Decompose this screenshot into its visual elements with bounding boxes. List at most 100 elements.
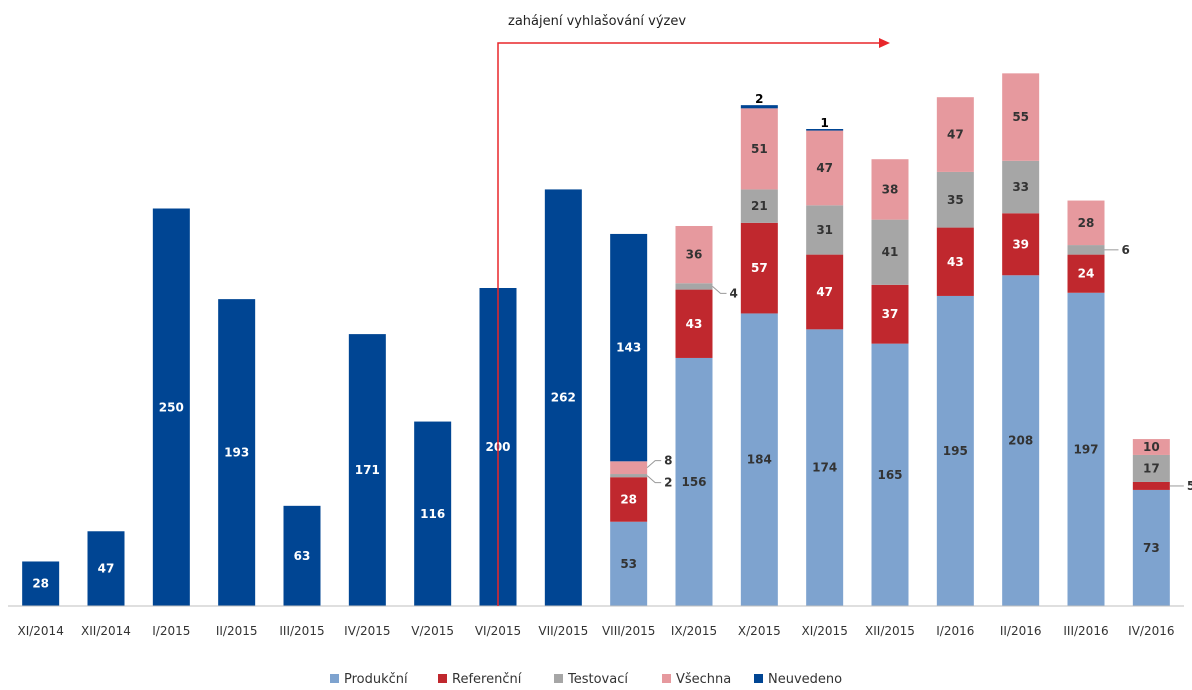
- bar-vsechna-iv-2016: [1132, 439, 1170, 455]
- bar-referencni-x-2015: [740, 222, 778, 314]
- bar-neuvedeno-x-2015: [740, 105, 778, 109]
- data-label-vsechna-ix-2015: 36: [686, 248, 703, 262]
- bars-layer: [22, 73, 1170, 607]
- data-label-produkcni-ii-2016: 208: [1008, 434, 1033, 448]
- data-label-testovaci-x-2015: 21: [751, 199, 768, 213]
- bar-referencni-xii-2015: [871, 284, 909, 344]
- annotation-arrow-line: [497, 42, 880, 606]
- data-label-produkcni-viii-2015: 53: [620, 557, 637, 571]
- bar-produkcni-ix-2015: [675, 357, 713, 606]
- data-label-vsechna-iv-2016: 10: [1143, 440, 1160, 454]
- bar-vsechna-iii-2016: [1067, 200, 1105, 246]
- data-label-vsechna-x-2015: 51: [751, 142, 768, 156]
- legend-label-testovaci: Testovací: [567, 672, 628, 687]
- x-tick-i-2016: I/2016: [936, 624, 974, 638]
- bar-vsechna-i-2016: [936, 97, 974, 172]
- legend-swatch-produkcni: [330, 674, 339, 683]
- x-tick-v-2015: V/2015: [411, 624, 454, 638]
- callout-line-testovaci-ix-2015: [712, 286, 727, 294]
- bar-neuvedeno-vii-2015: [544, 189, 582, 607]
- data-label-testovaci-ii-2016: 33: [1012, 180, 1029, 194]
- bar-produkcni-viii-2015: [610, 521, 648, 606]
- data-label-referencni-xi-2015: 47: [816, 285, 833, 299]
- data-label-neuvedeno-viii-2015: 143: [616, 341, 641, 355]
- bar-neuvedeno-iii-2015: [283, 505, 321, 606]
- legend-swatch-vsechna: [662, 674, 671, 683]
- legend-swatch-referencni: [438, 674, 447, 683]
- legend-label-referencni: Referenční: [452, 672, 522, 687]
- bar-testovaci-viii-2015: [610, 474, 648, 478]
- data-label-produkcni-xi-2015: 174: [812, 461, 837, 475]
- x-tick-x-2015: X/2015: [738, 624, 781, 638]
- bar-produkcni-xii-2015: [871, 343, 909, 606]
- bar-referencni-xi-2015: [806, 254, 844, 330]
- legend-label-neuvedeno: Neuvedeno: [768, 672, 842, 687]
- bar-testovaci-iii-2016: [1067, 245, 1105, 255]
- bar-vsechna-x-2015: [740, 108, 778, 190]
- bar-vsechna-viii-2015: [610, 461, 648, 475]
- bar-testovaci-iv-2016: [1132, 454, 1170, 482]
- data-label-referencni-ii-2016: 39: [1012, 237, 1029, 251]
- callout-line-testovaci-viii-2015: [646, 475, 662, 484]
- bar-neuvedeno-ii-2015: [218, 299, 256, 606]
- data-label-referencni-xii-2015: 37: [882, 307, 899, 321]
- x-tick-iii-2016: III/2016: [1063, 624, 1108, 638]
- annotation-text: zahájení vyhlašování výzev: [508, 14, 686, 29]
- annotation-arrow-head: [879, 38, 890, 48]
- data-label-produkcni-i-2016: 195: [943, 444, 968, 458]
- legend-label-produkcni: Produkční: [344, 672, 408, 687]
- bar-produkcni-x-2015: [740, 313, 778, 606]
- bar-neuvedeno-xi-2015: [806, 129, 844, 131]
- data-label-neuvedeno-xi-2014: 28: [32, 577, 49, 591]
- bar-vsechna-xii-2015: [871, 159, 909, 220]
- data-label-produkcni-x-2015: 184: [747, 453, 772, 467]
- bar-produkcni-iv-2016: [1132, 489, 1170, 606]
- bar-testovaci-xii-2015: [871, 219, 909, 285]
- bar-referencni-ix-2015: [675, 289, 713, 358]
- data-label-testovaci-i-2016: 35: [947, 193, 964, 207]
- bar-neuvedeno-v-2015: [414, 421, 452, 606]
- callout-line-vsechna-viii-2015: [646, 460, 662, 469]
- bar-produkcni-ii-2016: [1002, 275, 1040, 606]
- data-label-neuvedeno-xi-2015: 1: [820, 116, 828, 130]
- bar-vsechna-ii-2016: [1002, 73, 1040, 161]
- data-label-vsechna-ii-2016: 55: [1012, 110, 1029, 124]
- x-tick-xii-2014: XII/2014: [81, 624, 131, 638]
- bar-referencni-viii-2015: [610, 477, 648, 522]
- bar-neuvedeno-i-2015: [152, 208, 190, 606]
- x-tick-ii-2016: II/2016: [1000, 624, 1042, 638]
- bar-produkcni-i-2016: [936, 295, 974, 606]
- data-label-produkcni-iii-2016: 197: [1073, 442, 1098, 456]
- bar-testovaci-x-2015: [740, 189, 778, 223]
- x-tick-ii-2015: II/2015: [216, 624, 258, 638]
- data-label-referencni-ix-2015: 43: [686, 317, 703, 331]
- bar-testovaci-i-2016: [936, 171, 974, 228]
- annotation: zahájení vyhlašování výzev: [497, 14, 890, 606]
- x-tick-vii-2015: VII/2015: [538, 624, 588, 638]
- bar-referencni-i-2016: [936, 227, 974, 296]
- data-label-testovaci-xii-2015: 41: [882, 245, 899, 259]
- x-tick-iii-2015: III/2015: [279, 624, 324, 638]
- data-label-referencni-iii-2016: 24: [1078, 267, 1095, 281]
- data-label-neuvedeno-vii-2015: 262: [551, 391, 576, 405]
- data-label-testovaci-iii-2016: 6: [1122, 243, 1130, 257]
- bar-vsechna-xi-2015: [806, 130, 844, 206]
- x-tick-viii-2015: VIII/2015: [602, 624, 655, 638]
- bar-produkcni-iii-2016: [1067, 292, 1105, 606]
- bar-vsechna-ix-2015: [675, 225, 713, 284]
- bar-produkcni-xi-2015: [806, 329, 844, 606]
- bar-neuvedeno-iv-2015: [348, 334, 386, 606]
- legend-swatch-testovaci: [554, 674, 563, 683]
- data-label-vsechna-xii-2015: 38: [882, 182, 899, 196]
- x-tick-xi-2014: XI/2014: [17, 624, 63, 638]
- data-label-vsechna-iii-2016: 28: [1078, 216, 1095, 230]
- data-label-testovaci-xi-2015: 31: [816, 223, 833, 237]
- bar-testovaci-ix-2015: [675, 283, 713, 290]
- bar-referencni-ii-2016: [1002, 213, 1040, 276]
- x-tick-vi-2015: VI/2015: [475, 624, 521, 638]
- data-label-referencni-iv-2016: 5: [1187, 479, 1192, 493]
- bar-neuvedeno-xi-2014: [22, 561, 60, 606]
- x-tick-iv-2016: IV/2016: [1128, 624, 1174, 638]
- data-label-referencni-x-2015: 57: [751, 261, 768, 275]
